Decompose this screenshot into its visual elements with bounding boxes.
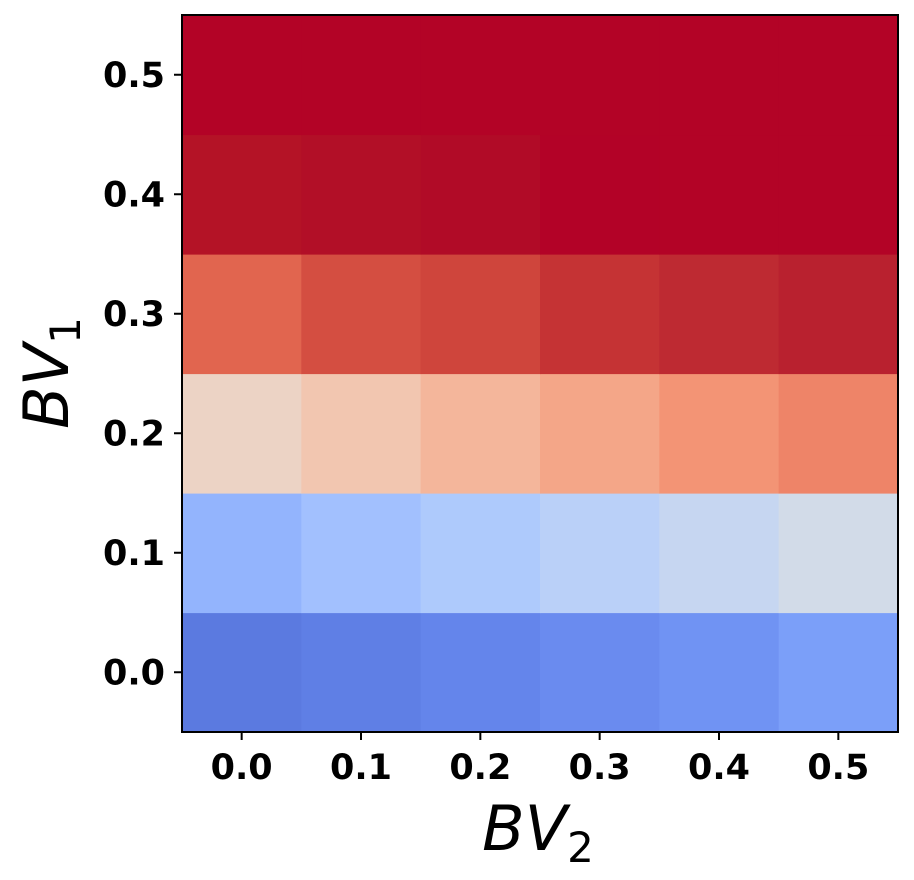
heatmap-cell	[778, 254, 899, 375]
x-tick-label: 0.1	[330, 748, 392, 788]
y-tick-label: 0.3	[103, 295, 165, 335]
y-tick-label: 0.2	[103, 414, 165, 454]
x-axis-label: BV2	[482, 792, 594, 872]
heatmap-cell	[301, 493, 422, 614]
y-axis-label: BV1	[10, 317, 90, 429]
heatmap-cell	[659, 254, 780, 375]
heatmap-cell	[182, 493, 302, 614]
heatmap-cell	[420, 134, 541, 255]
heatmap-cell	[778, 612, 899, 733]
heatmap-cell	[659, 612, 780, 733]
heatmap-cell	[540, 373, 660, 494]
x-tick-label: 0.3	[569, 748, 631, 788]
heatmap-cell	[301, 254, 422, 375]
heatmap-cell	[182, 373, 302, 494]
heatmap-cell	[778, 15, 899, 136]
y-axis-label-sub: 1	[41, 317, 90, 344]
heatmap-cell	[182, 134, 302, 255]
heatmap-cell	[540, 15, 660, 136]
heatmap-cell	[301, 373, 422, 494]
x-tick-label: 0.0	[211, 748, 273, 788]
y-tick-label: 0.4	[103, 175, 165, 215]
y-tick-label: 0.5	[103, 56, 165, 96]
heatmap-cell	[540, 493, 660, 614]
heatmap-cell	[778, 493, 899, 614]
heatmap-cell	[420, 373, 541, 494]
heatmap-cell	[659, 134, 780, 255]
x-axis-ticks: 0.0 0.1 0.2 0.3 0.4 0.5	[211, 732, 869, 788]
x-axis-label-sub: 2	[567, 823, 594, 872]
heatmap-cell	[182, 612, 302, 733]
heatmap-cell	[420, 254, 541, 375]
heatmap-cell	[778, 134, 899, 255]
y-axis-label-base: BV	[10, 339, 83, 429]
heatmap-cell	[540, 254, 660, 375]
heatmap-cell	[420, 493, 541, 614]
y-tick-label: 0.1	[103, 534, 165, 574]
plot-frame	[181, 14, 899, 733]
heatmap-cell	[420, 15, 541, 136]
x-tick-label: 0.2	[449, 748, 511, 788]
heatmap-cell	[182, 15, 302, 136]
x-tick-label: 0.5	[807, 748, 869, 788]
heatmap-cell	[659, 493, 780, 614]
heatmap-cell	[301, 612, 422, 733]
heatmap-cell	[301, 15, 422, 136]
heatmap-cell	[659, 15, 780, 136]
heatmap-cell	[659, 373, 780, 494]
heatmap-cell	[301, 134, 422, 255]
y-tick-label: 0.0	[103, 653, 165, 693]
heatmap-cell	[540, 612, 660, 733]
x-axis-label-base: BV	[482, 792, 572, 865]
y-axis-ticks: 0.0 0.1 0.2 0.3 0.4 0.5	[103, 56, 182, 693]
heatmap-cell	[182, 254, 302, 375]
heatmap-cell	[778, 373, 899, 494]
heatmap-cell	[540, 134, 660, 255]
x-tick-label: 0.4	[688, 748, 750, 788]
heatmap-cells	[182, 15, 899, 733]
heatmap-cell	[420, 612, 541, 733]
